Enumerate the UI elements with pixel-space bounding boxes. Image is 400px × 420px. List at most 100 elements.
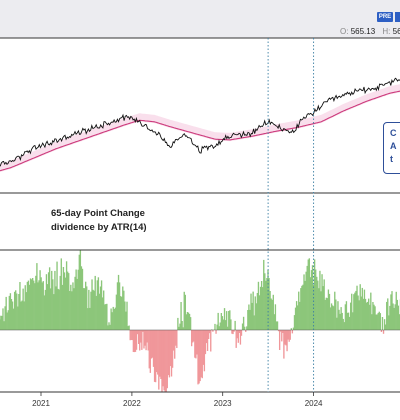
indicator-negative-bar (148, 330, 150, 369)
indicator-positive-bar (373, 304, 375, 330)
indicator-negative-bar (165, 330, 167, 392)
indicator-positive-bar (7, 310, 9, 330)
indicator-positive-bar (363, 289, 366, 330)
indicator-positive-bar (221, 316, 224, 330)
indicator-negative-bar (239, 330, 242, 345)
indicator-negative-bar (240, 330, 243, 336)
indicator-positive-bar (103, 290, 105, 330)
indicator-negative-bar (198, 330, 200, 384)
indicator-positive-bar (97, 277, 100, 330)
indicator-positive-bar (73, 288, 75, 330)
indicator-positive-bar (70, 284, 72, 330)
indicator-negative-bar (147, 330, 149, 351)
moving-average-line (0, 90, 400, 172)
indicator-positive-bar (305, 271, 307, 330)
indicator-positive-bar (248, 304, 250, 330)
indicator-positive-bar (119, 296, 122, 330)
indicator-positive-bar (60, 258, 62, 330)
indicator-positive-bar (264, 273, 266, 330)
indicator-positive-bar (246, 326, 248, 330)
indicator-positive-bar (104, 304, 106, 330)
indicator-positive-bar (398, 314, 400, 330)
indicator-positive-bar (340, 307, 342, 330)
indicator-positive-bar (121, 296, 123, 330)
indicator-negative-bar (137, 330, 140, 344)
indicator-positive-bar (15, 290, 17, 330)
indicator-positive-bar (379, 313, 382, 330)
indicator-negative-bar (286, 330, 288, 352)
indicator-panel (0, 250, 400, 392)
indicator-positive-bar (370, 292, 372, 330)
indicator-positive-bar (90, 291, 92, 330)
indicator-positive-bar (306, 265, 308, 330)
indicator-positive-bar (348, 316, 351, 330)
indicator-positive-bar (271, 299, 273, 330)
indicator-positive-bar (274, 304, 277, 330)
indicator-negative-bar (277, 330, 280, 332)
indicator-positive-bar (63, 272, 66, 330)
indicator-negative-bar (238, 330, 241, 333)
indicator-positive-bar (76, 278, 78, 330)
annotation-line-2: A (390, 141, 397, 151)
indicator-positive-bar (328, 293, 331, 330)
indicator-negative-bar (201, 330, 203, 379)
indicator-positive-bar (267, 270, 269, 330)
indicator-negative-bar (233, 330, 235, 332)
indicator-title-line-2: dividence by ATR(14) (51, 222, 147, 233)
ohlc-open-label: O: (340, 27, 349, 36)
indicator-positive-bar (106, 303, 108, 330)
indicator-negative-bar (192, 330, 194, 343)
indicator-positive-bar (378, 311, 380, 330)
indicator-negative-bar (154, 330, 157, 383)
indicator-positive-bar (375, 314, 377, 330)
indicator-positive-bar (392, 303, 394, 330)
indicator-positive-bar (23, 301, 25, 330)
indicator-positive-bar (37, 282, 39, 330)
indicator-positive-bar (126, 301, 128, 330)
indicator-negative-bar (190, 330, 193, 347)
indicator-positive-bar (343, 322, 345, 330)
indicator-negative-bar (167, 330, 170, 376)
indicator-negative-bar (196, 330, 198, 355)
indicator-negative-bar (153, 330, 156, 382)
indicator-positive-bar (336, 317, 338, 330)
indicator-negative-bar (212, 330, 214, 332)
indicator-positive-bar (2, 308, 4, 330)
indicator-positive-bar (316, 276, 318, 330)
indicator-positive-bar (339, 313, 341, 330)
indicator-positive-bar (41, 282, 43, 330)
indicator-positive-bar (18, 294, 20, 330)
indicator-positive-bar (178, 326, 180, 330)
indicator-positive-bar (222, 319, 225, 330)
indicator-positive-bar (255, 303, 258, 330)
indicator-positive-bar (93, 290, 95, 330)
indicator-positive-bar (256, 293, 259, 330)
indicator-negative-bar (245, 330, 247, 332)
indicator-positive-bar (334, 291, 336, 330)
indicator-positive-bar (180, 302, 182, 330)
indicator-negative-bar (151, 330, 154, 358)
indicator-positive-bar (69, 291, 71, 330)
indicator-positive-bar (251, 302, 253, 330)
premarket-badge[interactable]: PRE (377, 12, 393, 22)
indicator-positive-bar (381, 317, 384, 330)
indicator-positive-bar (64, 277, 67, 330)
indicator-positive-bar (346, 312, 349, 330)
indicator-negative-bar (176, 330, 178, 348)
indicator-negative-bar (206, 330, 209, 351)
indicator-positive-bar (46, 284, 49, 330)
indicator-positive-bar (50, 288, 52, 330)
indicator-positive-bar (298, 291, 300, 330)
indicator-negative-bar (287, 330, 289, 340)
ohlc-readout: O: 565.13 H: 56 (340, 27, 400, 36)
indicator-positive-bar (112, 306, 114, 330)
indicator-positive-bar (307, 259, 309, 330)
indicator-positive-bar (181, 321, 183, 330)
indicator-positive-bar (372, 302, 374, 330)
indicator-negative-bar (163, 330, 165, 391)
indicator-positive-bar (347, 312, 350, 330)
indicator-positive-bar (299, 301, 301, 330)
indicator-negative-bar (162, 330, 164, 387)
indicator-negative-bar (231, 330, 233, 334)
